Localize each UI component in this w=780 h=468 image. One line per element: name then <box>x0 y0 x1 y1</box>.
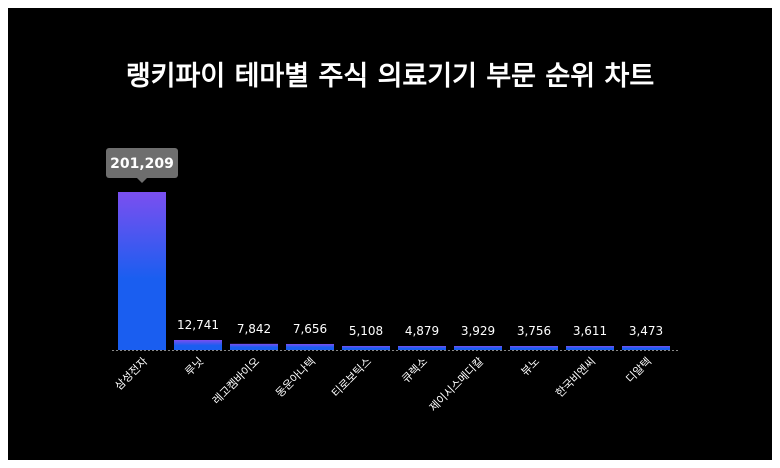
category-label: 뷰노 <box>519 355 543 379</box>
tooltip-value-label: 201,209 <box>110 156 174 172</box>
bar-value-label: 7,656 <box>293 322 327 336</box>
bar[interactable] <box>454 346 502 350</box>
category-label: 디알텍 <box>623 354 654 385</box>
bar-value-label: 7,842 <box>237 322 271 336</box>
bar[interactable] <box>342 345 390 350</box>
category-label: 티로보틱스 <box>329 355 374 400</box>
bar[interactable] <box>566 346 614 350</box>
bar-value-label: 12,741 <box>177 318 219 332</box>
bar[interactable] <box>174 339 222 350</box>
category-label: 큐렉소 <box>399 355 430 386</box>
bar-value-label: 5,108 <box>349 324 383 338</box>
bar[interactable] <box>230 343 278 350</box>
category-label: 삼성전자 <box>112 355 150 393</box>
category-label: 동운아나텍 <box>273 355 318 400</box>
chart-frame: 랭키파이 테마별 주식 의료기기 부문 순위 차트 201,209 삼성전자 12,… <box>8 8 772 460</box>
bar-value-label: 3,756 <box>517 324 551 338</box>
bar-value-label: 3,473 <box>629 324 663 338</box>
bar-value-label: 4,879 <box>405 324 439 338</box>
bar-value-label: 3,611 <box>573 324 607 338</box>
bar-value-label: 3,929 <box>461 324 495 338</box>
category-label: 레고켐바이오 <box>210 355 262 407</box>
bar[interactable] <box>510 346 558 350</box>
chart-title: 랭키파이 테마별 주식 의료기기 부문 순위 차트 <box>125 61 655 92</box>
category-label: 한국비엔씨 <box>553 355 598 400</box>
tooltip-pointer <box>137 178 147 183</box>
bar[interactable] <box>118 192 166 350</box>
bar[interactable] <box>286 343 334 350</box>
bar-chart: 201,209 삼성전자 12,741 루닛 7,842 레고켐바이오 7,656 동운아나텍… <box>106 148 680 414</box>
category-label: 루닛 <box>183 355 207 379</box>
bar[interactable] <box>622 346 670 350</box>
value-tooltip <box>106 148 178 178</box>
bar[interactable] <box>398 346 446 350</box>
category-label: 제이시스메디칼 <box>427 355 486 414</box>
